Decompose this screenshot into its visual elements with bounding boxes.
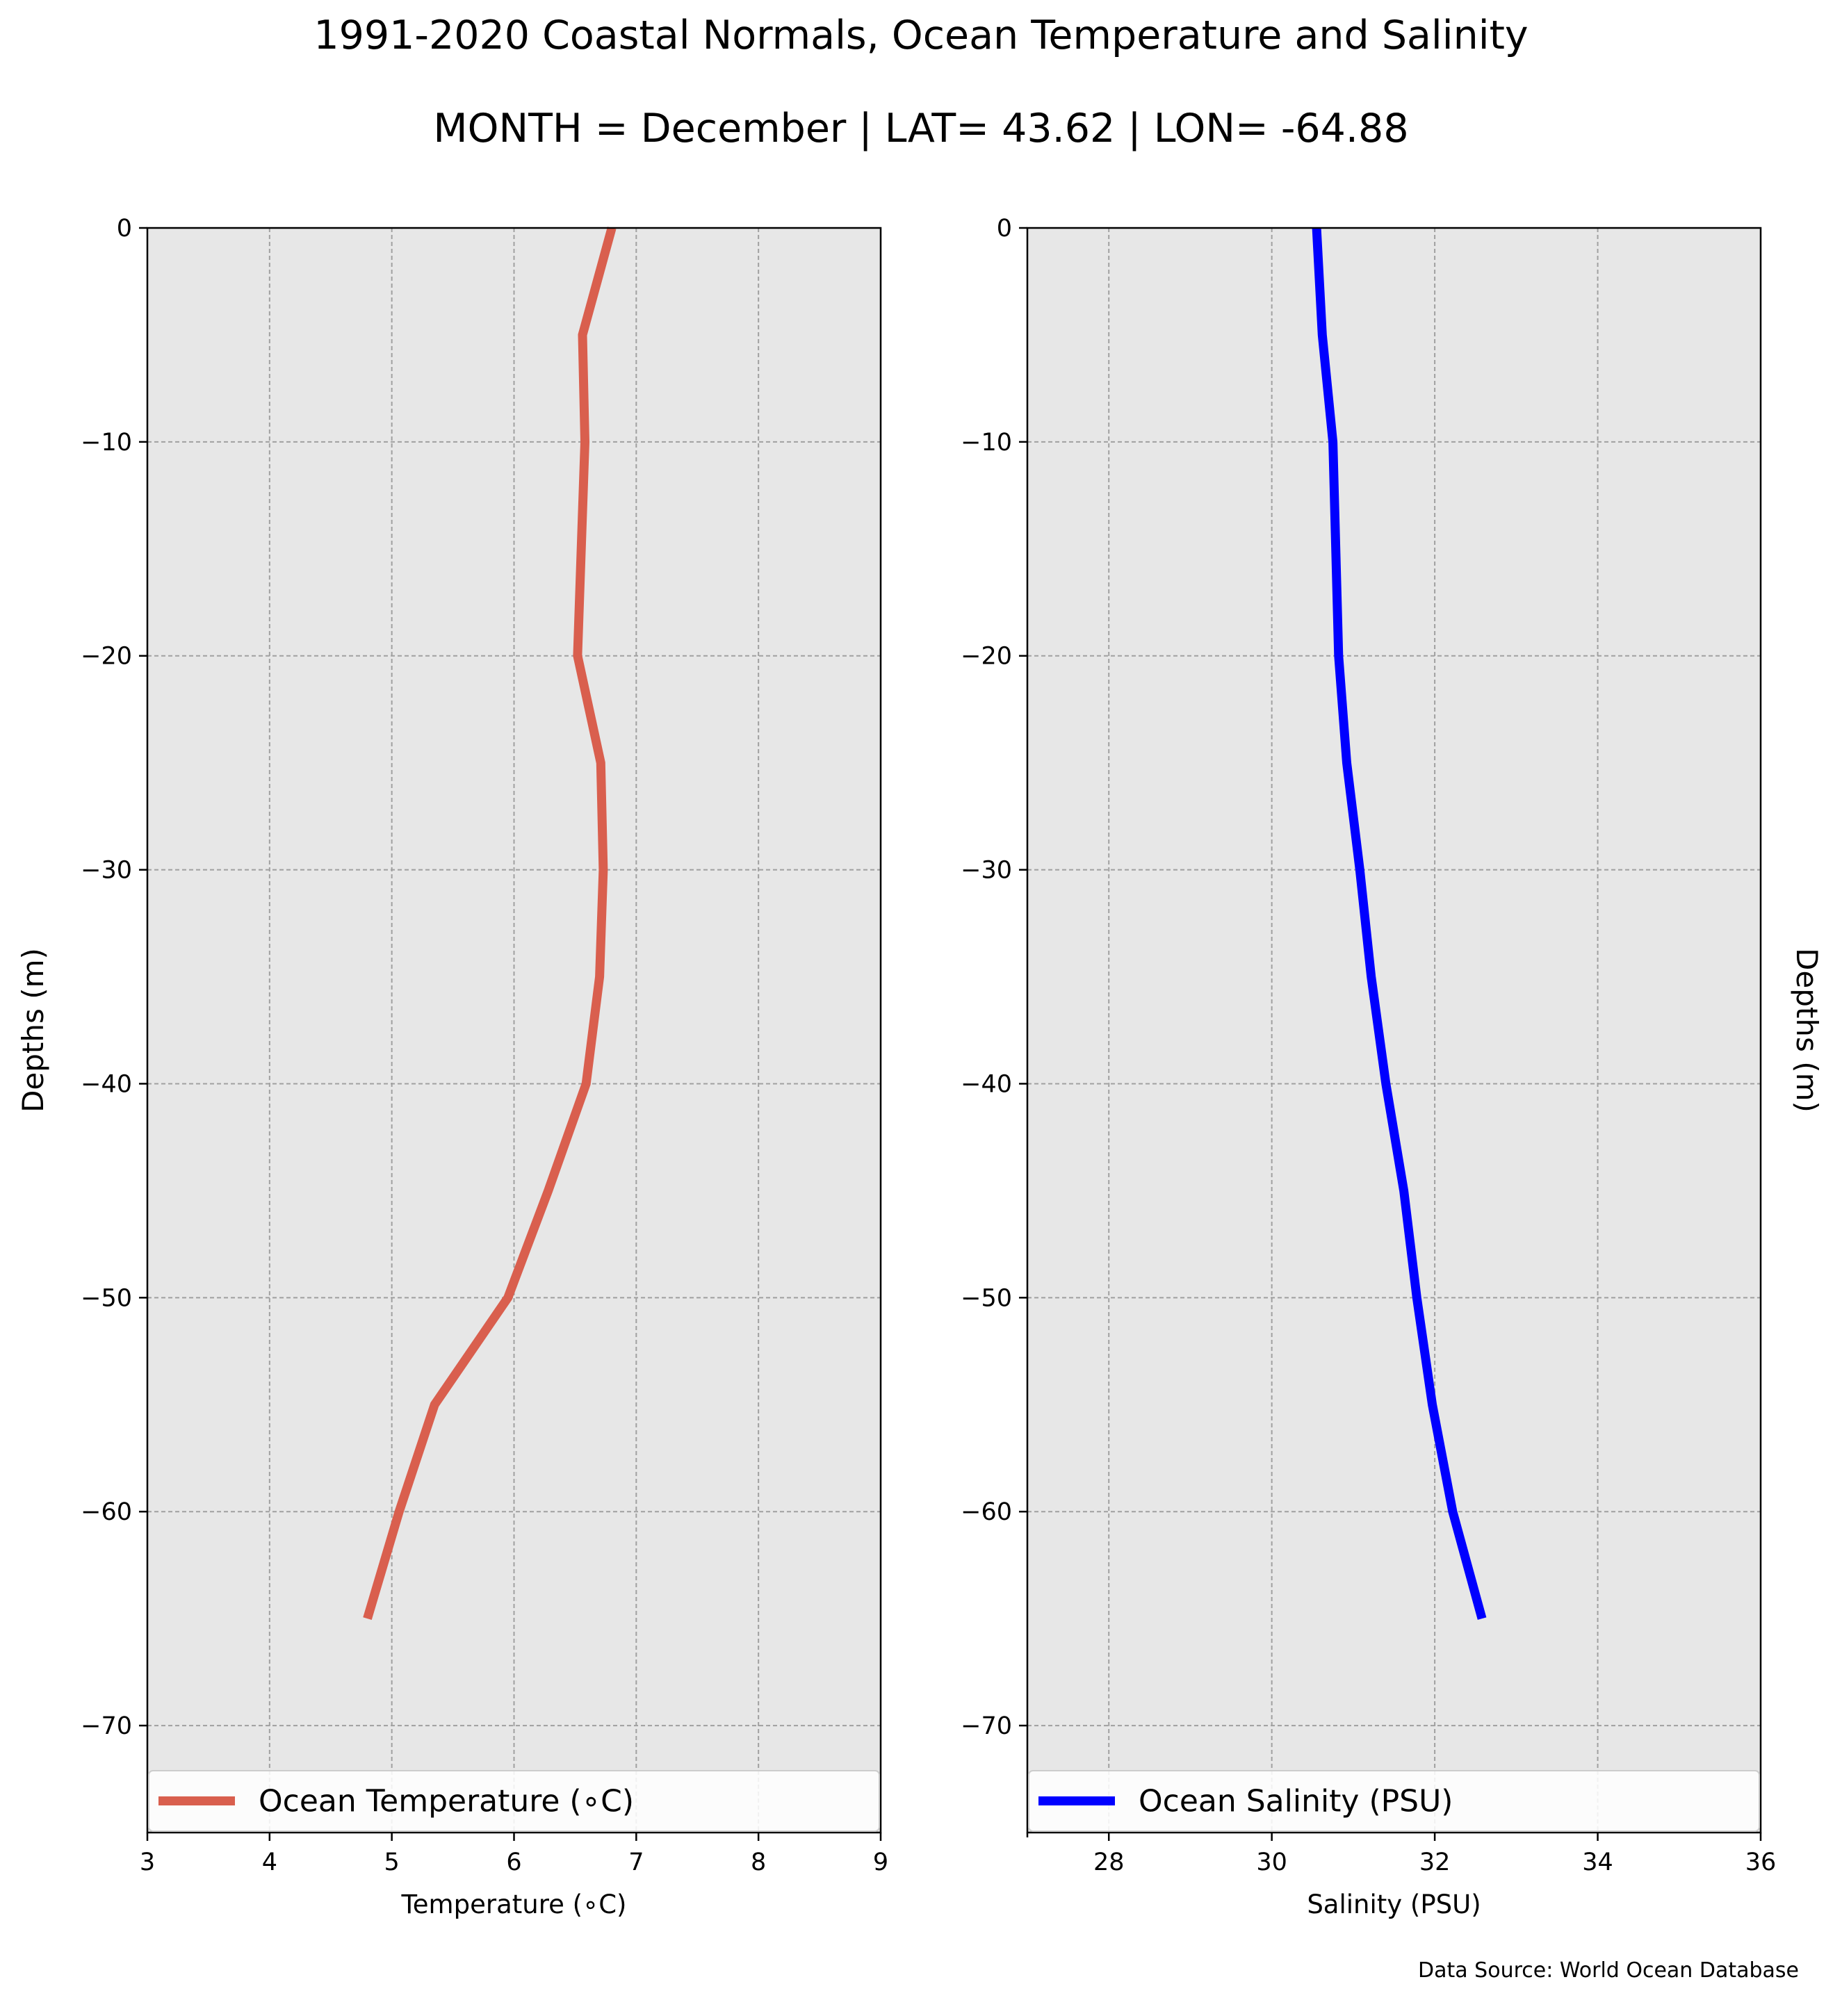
temperature-legend-box bbox=[148, 1770, 880, 1832]
temperature-x-tick-label: 6 bbox=[506, 1849, 521, 1876]
salinity-y-tick-label: −70 bbox=[961, 1712, 1012, 1740]
salinity-y-tick-label: −40 bbox=[961, 1070, 1012, 1098]
temperature-y-tick-label: −50 bbox=[81, 1284, 132, 1312]
temperature-x-tick-label: 3 bbox=[140, 1849, 155, 1876]
temperature-x-axis-label: Temperature (∘C) bbox=[400, 1890, 626, 1919]
temperature-x-tick-label: 8 bbox=[751, 1849, 766, 1876]
temperature-y-tick-label: −30 bbox=[81, 857, 132, 885]
temperature-y-tick-label: −20 bbox=[81, 643, 132, 671]
salinity-y-tick-label: −60 bbox=[961, 1498, 1012, 1526]
salinity-x-tick-label: 36 bbox=[1745, 1849, 1777, 1876]
salinity-axes-frame bbox=[1026, 227, 1762, 1834]
temperature-y-tick-label: −60 bbox=[81, 1498, 132, 1526]
temperature-x-tick-label: 5 bbox=[384, 1849, 400, 1876]
temperature-legend-label: Ocean Temperature (∘C) bbox=[259, 1784, 634, 1819]
salinity-y-tick-label: −50 bbox=[961, 1284, 1012, 1312]
salinity-series-line bbox=[1312, 227, 1487, 1620]
temperature-y-tick-label: −70 bbox=[81, 1712, 132, 1740]
salinity-x-tick-label: 30 bbox=[1256, 1849, 1287, 1876]
salinity-y-tick-label: 0 bbox=[997, 215, 1012, 243]
salinity-y-tick-label: −10 bbox=[961, 429, 1012, 457]
salinity-x-tick-label: 34 bbox=[1582, 1849, 1613, 1876]
chart-title: 1991-2020 Coastal Normals, Ocean Tempera… bbox=[313, 13, 1529, 58]
temperature-x-tick-label: 9 bbox=[873, 1849, 888, 1876]
salinity-x-tick-label: 28 bbox=[1093, 1849, 1125, 1876]
temperature-y-tick-label: −10 bbox=[81, 429, 132, 457]
salinity-x-axis-label: Salinity (PSU) bbox=[1307, 1890, 1481, 1919]
salinity-x-tick-label: 32 bbox=[1419, 1849, 1451, 1876]
temperature-series-line bbox=[363, 227, 617, 1620]
temperature-x-tick-label: 4 bbox=[262, 1849, 277, 1876]
salinity-legend-box bbox=[1028, 1770, 1760, 1832]
salinity-y-tick-label: −30 bbox=[961, 857, 1012, 885]
salinity-y-axis-label: Depths (m) bbox=[1790, 948, 1824, 1113]
data-source-note: Data Source: World Ocean Database bbox=[1418, 1958, 1799, 1983]
salinity-legend-label: Ocean Salinity (PSU) bbox=[1139, 1784, 1453, 1819]
salinity-y-tick-label: −20 bbox=[961, 643, 1012, 671]
salinity-panel: 28 30 32 34 36 0 −10 −20 −30 −40 −50 −60 −70 Salinity… bbox=[961, 215, 1824, 1919]
chart-subtitle: MONTH = December | LAT= 43.62 | LON= -64… bbox=[433, 106, 1409, 151]
temperature-panel: 3 4 5 6 7 8 9 0 −10 −20 −30 −40 −50 −60 −70 Temperature… bbox=[16, 215, 888, 1919]
temperature-y-axis-label: Depths (m) bbox=[16, 948, 50, 1113]
temperature-x-tick-label: 7 bbox=[628, 1849, 644, 1876]
salinity-plot-area bbox=[1027, 228, 1761, 1833]
temperature-y-tick-label: 0 bbox=[117, 215, 132, 243]
temperature-y-tick-label: −40 bbox=[81, 1070, 132, 1098]
